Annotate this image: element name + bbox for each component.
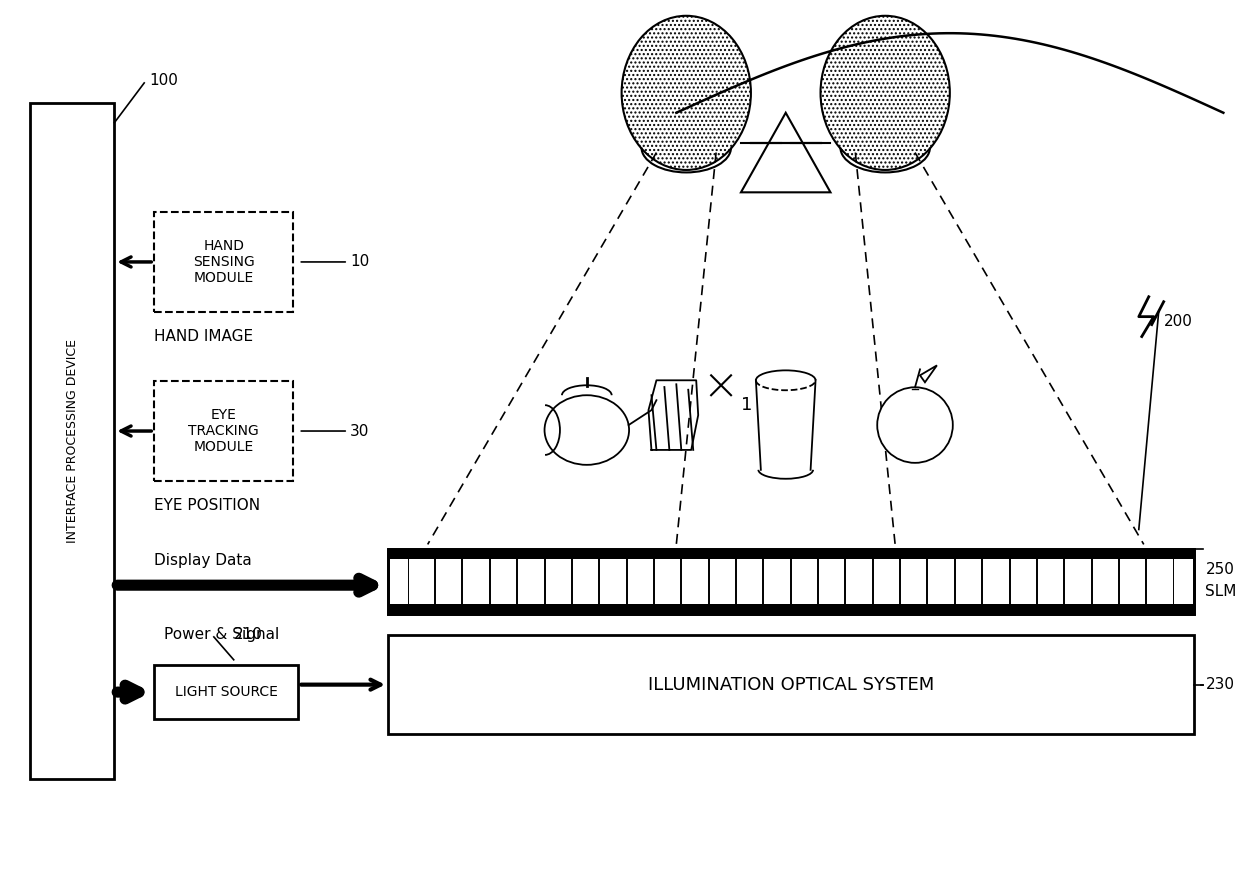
Bar [1091, 554, 1118, 609]
Bar [517, 554, 543, 609]
Text: INTERFACE PROCESSING DEVICE: INTERFACE PROCESSING DEVICE [66, 339, 78, 543]
Text: 230: 230 [1205, 677, 1235, 692]
Bar [30, 103, 114, 780]
Bar [626, 554, 653, 609]
Bar [388, 550, 1194, 614]
Bar [154, 381, 294, 481]
Ellipse shape [544, 395, 629, 465]
Bar [900, 554, 926, 609]
Bar [846, 554, 872, 609]
Bar [955, 554, 981, 609]
Text: HAND
SENSING
MODULE: HAND SENSING MODULE [193, 239, 254, 285]
Text: EYE
TRACKING
MODULE: EYE TRACKING MODULE [188, 408, 259, 454]
Bar [818, 554, 844, 609]
Bar [1009, 554, 1035, 609]
Bar [764, 554, 790, 609]
Bar [544, 554, 570, 609]
Text: 1: 1 [742, 396, 753, 415]
Text: 30: 30 [350, 423, 370, 438]
Bar [388, 635, 1194, 734]
Bar [154, 213, 294, 312]
Bar [408, 554, 434, 609]
Bar [708, 554, 735, 609]
Bar [388, 604, 1194, 614]
Bar [873, 554, 899, 609]
Text: 200: 200 [1163, 314, 1193, 329]
Bar [1146, 554, 1173, 609]
Bar [599, 554, 626, 609]
Text: LIGHT SOURCE: LIGHT SOURCE [175, 685, 278, 699]
Text: 250: 250 [1205, 563, 1234, 577]
Bar [435, 554, 461, 609]
Text: EYE POSITION: EYE POSITION [154, 498, 260, 513]
Bar [737, 554, 763, 609]
Bar [490, 554, 516, 609]
Text: 10: 10 [350, 254, 370, 269]
Text: Power & Signal: Power & Signal [164, 627, 279, 643]
Text: Display Data: Display Data [154, 553, 252, 568]
Bar [982, 554, 1008, 609]
Text: ILLUMINATION OPTICAL SYSTEM: ILLUMINATION OPTICAL SYSTEM [647, 676, 934, 693]
Bar [572, 554, 598, 609]
Text: SLM: SLM [1205, 584, 1236, 599]
Bar [1118, 554, 1146, 609]
Text: 210: 210 [233, 627, 263, 643]
Bar [1064, 554, 1090, 609]
Bar [791, 554, 817, 609]
Bar [653, 554, 681, 609]
Bar [388, 550, 1194, 614]
Circle shape [877, 388, 952, 463]
Bar [681, 554, 708, 609]
Bar [388, 550, 1194, 559]
Bar [928, 554, 954, 609]
Bar [463, 554, 489, 609]
Text: HAND IMAGE: HAND IMAGE [154, 329, 253, 344]
Bar [1037, 554, 1063, 609]
Text: 100: 100 [149, 73, 179, 89]
Bar [154, 665, 299, 719]
